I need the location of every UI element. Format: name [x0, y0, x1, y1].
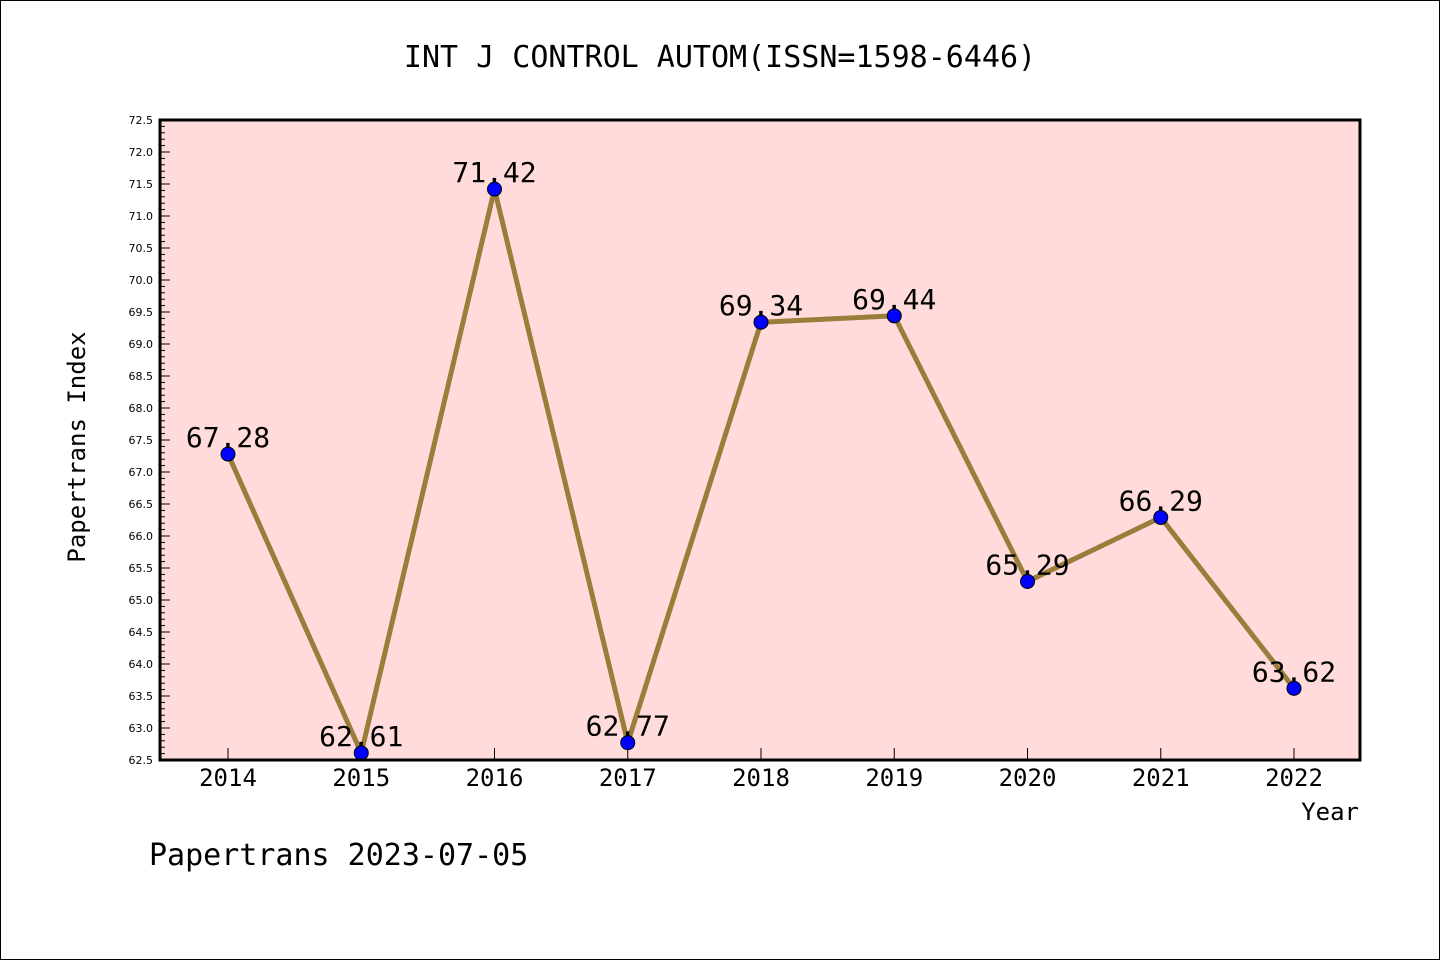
data-label: 62.61: [319, 720, 403, 753]
x-tick-label: 2017: [599, 764, 657, 792]
x-tick-label: 2020: [999, 764, 1057, 792]
y-tick-label: 66.0: [129, 530, 154, 543]
y-tick-label: 67.0: [129, 466, 154, 479]
y-tick-label: 64.0: [129, 658, 154, 671]
data-label: 66.29: [1119, 484, 1203, 517]
y-tick-label: 69.0: [129, 338, 154, 351]
x-axis-title: Year: [1301, 798, 1359, 826]
footer-text: Papertrans 2023-07-05: [149, 838, 528, 873]
y-tick-label: 62.5: [129, 754, 154, 767]
y-tick-label: 71.5: [129, 178, 154, 191]
y-tick-label: 65.0: [129, 594, 154, 607]
data-label: 69.44: [852, 283, 936, 316]
y-axis-title: Papertrans Index: [63, 331, 91, 562]
y-tick-label: 65.5: [129, 562, 154, 575]
y-tick-label: 63.0: [129, 722, 154, 735]
data-point: [1153, 509, 1169, 525]
data-point: [1286, 680, 1302, 696]
y-tick-label: 68.0: [129, 402, 154, 415]
x-tick-label: 2018: [732, 764, 790, 792]
data-labels: 67.28 62.61 71.42 62.77 69.34 69.44 65.29 66.29…: [186, 156, 1336, 753]
data-point: [753, 314, 769, 330]
x-tick-label: 2022: [1265, 764, 1323, 792]
data-markers: [220, 181, 1302, 761]
y-tick-label: 68.5: [129, 370, 154, 383]
data-label: 71.42: [452, 156, 536, 189]
y-tick-label: 72.5: [129, 114, 154, 127]
y-tick-label: 70.0: [129, 274, 154, 287]
y-tick-label: 71.0: [129, 210, 154, 223]
y-tick-label: 64.5: [129, 626, 154, 639]
y-tick-label: 66.5: [129, 498, 154, 511]
x-tick-label: 2015: [332, 764, 390, 792]
y-tick-label: 69.5: [129, 306, 154, 319]
y-tick-label: 67.5: [129, 434, 154, 447]
data-point: [220, 446, 236, 462]
chart-title: INT J CONTROL AUTOM(ISSN=1598-6446): [404, 40, 1036, 75]
data-label: 67.28: [186, 421, 270, 454]
data-point: [886, 308, 902, 324]
data-label: 69.34: [719, 289, 803, 322]
y-tick-label: 72.0: [129, 146, 154, 159]
plot-border: [158, 118, 1362, 762]
x-tick-label: 2021: [1132, 764, 1190, 792]
x-tick-label: 2016: [466, 764, 524, 792]
data-label: 65.29: [985, 548, 1069, 581]
x-tick-label: 2019: [865, 764, 923, 792]
data-point: [487, 181, 502, 197]
y-tick-label: 70.5: [129, 242, 154, 255]
data-label: 62.77: [586, 710, 670, 743]
y-tick-label: 63.5: [129, 690, 154, 703]
x-axis-ticks: 2014 2015 2016 2017 2018 2019 2020 2021 2022: [199, 748, 1323, 792]
plot-area: [160, 120, 1360, 760]
data-point: [620, 735, 636, 751]
data-point: [1020, 573, 1035, 589]
x-tick-label: 2014: [199, 764, 257, 792]
data-label: 63.62: [1252, 655, 1336, 688]
